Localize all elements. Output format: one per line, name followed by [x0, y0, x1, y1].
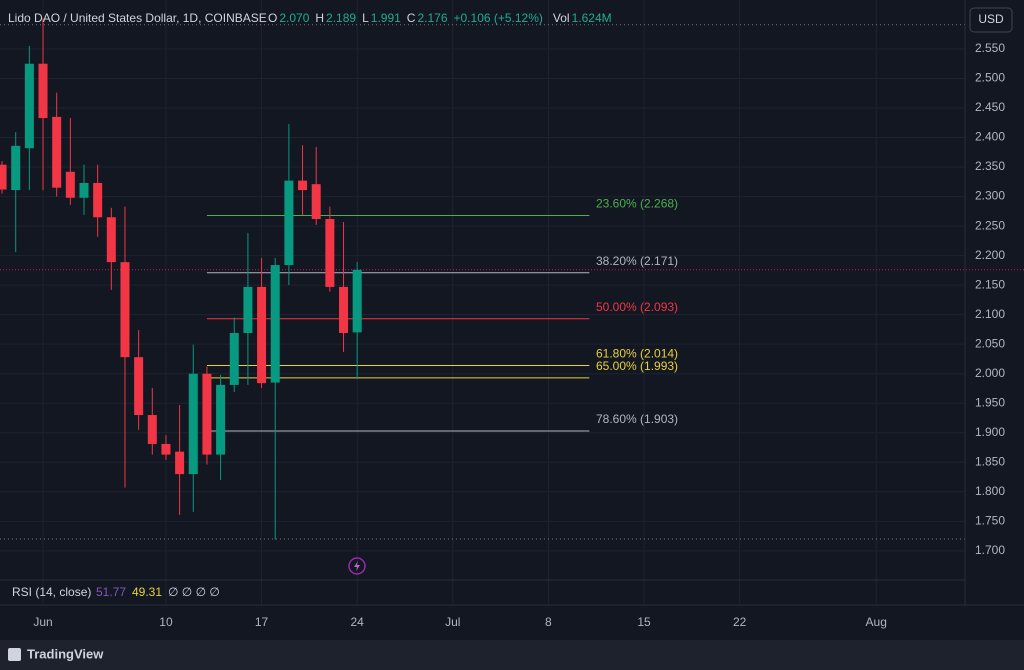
fib-label: 38.20% (2.171)	[596, 254, 678, 268]
candle-body	[175, 451, 185, 475]
candle-body	[216, 384, 226, 455]
candle-body	[229, 332, 239, 385]
y-tick-label: 2.500	[975, 71, 1005, 85]
fib-label: 65.00% (1.993)	[596, 359, 678, 373]
y-tick-label: 2.450	[975, 100, 1005, 114]
y-tick-label: 2.300	[975, 189, 1005, 203]
grid	[0, 0, 965, 605]
currency[interactable]: USD	[978, 12, 1004, 26]
y-tick-label: 2.100	[975, 307, 1005, 321]
candle-body	[147, 415, 157, 444]
event-circle[interactable]	[348, 557, 366, 575]
candle-body	[161, 443, 171, 455]
y-tick-label: 1.950	[975, 395, 1005, 409]
symbol-title: Lido DAO / United States Dollar, 1D, COI…	[8, 11, 267, 25]
footer	[0, 640, 1024, 670]
brand: TradingView	[27, 646, 104, 661]
fib-label: 61.80% (2.014)	[596, 347, 678, 361]
y-tick-label: 2.200	[975, 248, 1005, 262]
candle-body	[0, 164, 7, 190]
candle-body	[298, 180, 308, 191]
candle-body	[120, 262, 130, 358]
x-tick-label: 24	[351, 615, 365, 629]
candle-body	[311, 184, 321, 220]
y-tick-label: 2.550	[975, 41, 1005, 55]
y-tick-label: 2.150	[975, 277, 1005, 291]
currency-button[interactable]: USD	[969, 7, 1013, 33]
y-tick-label: 1.700	[975, 543, 1005, 557]
candle-body	[93, 182, 103, 218]
candle-body	[38, 63, 48, 119]
x-tick-label: 10	[159, 615, 173, 629]
candle-body	[79, 182, 89, 198]
rsi-value: 51.77	[96, 585, 126, 599]
y-tick-label: 2.250	[975, 218, 1005, 232]
x-tick-label: 15	[637, 615, 651, 629]
x-tick-label: Aug	[866, 615, 887, 629]
ohlc-value: 2.070	[279, 11, 309, 25]
y-tick-label: 1.850	[975, 454, 1005, 468]
y-tick-label: 1.900	[975, 425, 1005, 439]
currency-button-frame[interactable]	[969, 7, 1013, 33]
candle-body	[352, 269, 362, 333]
tradingview-logo: TradingView	[8, 646, 104, 661]
logo-icon	[8, 648, 21, 661]
candle-body	[270, 265, 280, 383]
candle-body	[243, 286, 253, 333]
ohlc-header: O 2.070 H 2.189 L 1.991 C 2.176 +0.106 (+5.12%) V…	[268, 11, 612, 25]
candle-body	[188, 373, 198, 475]
fib-label: 78.60% (1.903)	[596, 412, 678, 426]
rsi-ma: 49.31	[132, 585, 162, 599]
y-tick-label: 2.350	[975, 159, 1005, 173]
candle-body	[325, 219, 335, 287]
ohlc-value: 2.176	[417, 11, 447, 25]
candle-body	[202, 373, 212, 455]
candle-body	[11, 145, 21, 191]
candle-body	[24, 63, 34, 149]
change: +0.106 (+5.12%)	[454, 11, 543, 25]
candle-body	[65, 171, 75, 198]
candle-body	[257, 286, 267, 384]
x-tick-label: 8	[545, 615, 552, 629]
ohlc-key: H	[315, 11, 324, 25]
volume-key: Vol	[553, 11, 570, 25]
ohlc-key: O	[268, 11, 277, 25]
x-tick-label: 17	[255, 615, 269, 629]
rsi-extras: ∅ ∅ ∅ ∅	[168, 585, 220, 599]
fib-label: 23.60% (2.268)	[596, 197, 678, 211]
y-tick-label: 2.400	[975, 130, 1005, 144]
event-icon[interactable]	[348, 557, 366, 575]
rsi-label: RSI (14, close)	[12, 585, 91, 599]
candle-body	[339, 286, 349, 333]
plot: 23.60% (2.268) 38.20% (2.171) 50.00% (2.09…	[0, 18, 1024, 540]
x-tick-label: 22	[733, 615, 747, 629]
candle-body	[106, 217, 116, 263]
fib-label: 50.00% (2.093)	[596, 300, 678, 314]
y-tick-label: 2.050	[975, 336, 1005, 350]
ohlc-value: 1.991	[371, 11, 401, 25]
y-tick-label: 1.750	[975, 513, 1005, 527]
candle-body	[134, 357, 144, 416]
ohlc-key: C	[407, 11, 416, 25]
y-tick-label: 1.800	[975, 484, 1005, 498]
volume-value: 1.624M	[572, 11, 612, 25]
event-bolt[interactable]	[354, 561, 360, 571]
x-tick-label: Jul	[445, 615, 460, 629]
candle-body	[52, 116, 62, 188]
ohlc-key: L	[362, 11, 369, 25]
candle-body	[284, 180, 294, 266]
ohlc-value: 2.189	[326, 11, 356, 25]
y-tick-label: 2.000	[975, 366, 1005, 380]
x-tick-label: Jun	[33, 615, 52, 629]
